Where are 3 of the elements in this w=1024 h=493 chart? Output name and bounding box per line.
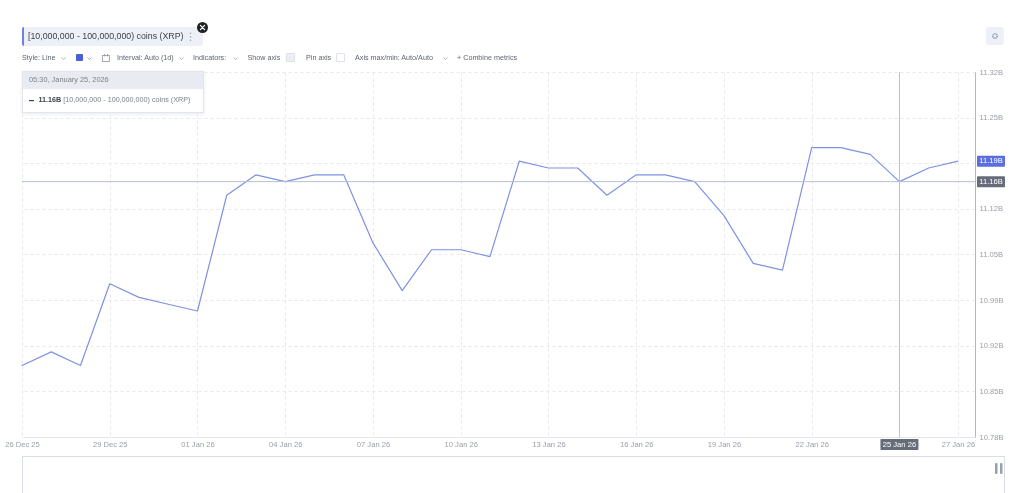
metric-tag: [10,000,000 - 100,000,000) coins (XRP): [22, 27, 203, 46]
chart-title: [10,000,000 - 100,000,000) coins (XRP): [28, 31, 184, 41]
line-series: [21, 146, 959, 367]
